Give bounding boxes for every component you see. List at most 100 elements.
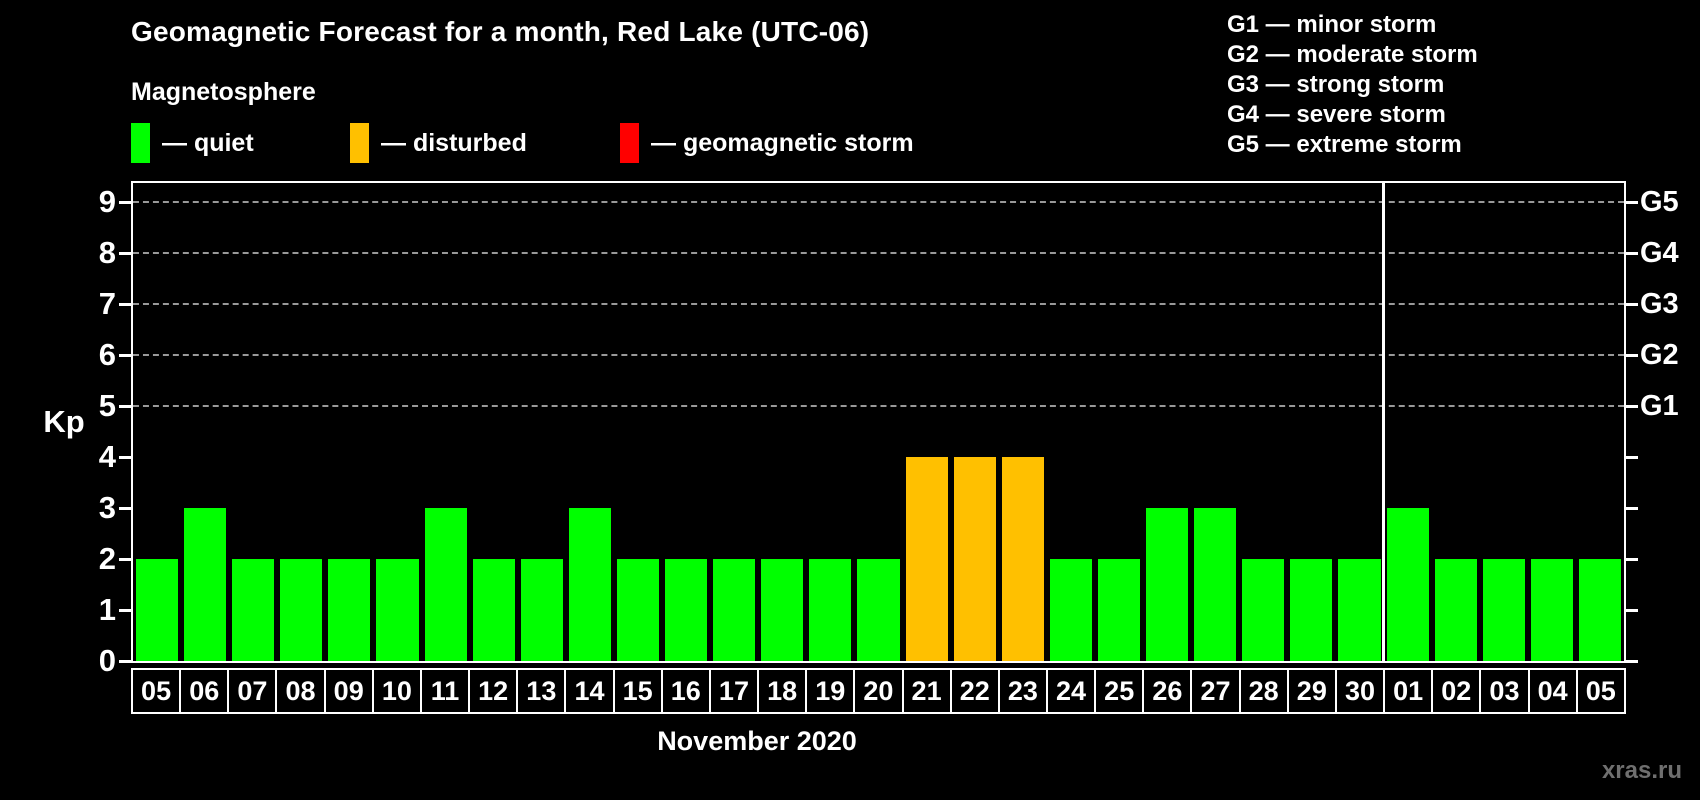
day-label: 06 — [179, 668, 230, 714]
day-label: 19 — [805, 668, 856, 714]
kp-bar-day-27 — [1194, 508, 1237, 661]
storm-swatch — [620, 123, 639, 163]
day-label: 05 — [1575, 668, 1626, 714]
kp-bar-day-20 — [857, 559, 900, 661]
y-tick-label-1: 1 — [98, 592, 116, 627]
gridline-kp-7 — [133, 303, 1624, 305]
day-label: 18 — [757, 668, 808, 714]
quiet-label: — quiet — [162, 128, 254, 157]
quiet-swatch — [131, 123, 150, 163]
day-label: 09 — [323, 668, 374, 714]
kp-bar-day-22 — [953, 457, 996, 661]
y-tick-label-6: 6 — [98, 337, 116, 372]
kp-bar-day-07 — [232, 559, 275, 661]
y-tick-right — [1626, 404, 1638, 408]
kp-bar-day-05 — [1578, 559, 1621, 661]
legend-item-disturbed: — disturbed — [350, 121, 527, 165]
kp-bar-day-12 — [472, 559, 515, 661]
y-tick-label-8: 8 — [98, 235, 116, 270]
kp-bar-day-13 — [520, 559, 563, 661]
kp-bar-day-18 — [761, 559, 804, 661]
kp-bar-day-29 — [1290, 559, 1333, 661]
g-tick-label-G3: G3 — [1640, 288, 1679, 320]
day-label: 23 — [997, 668, 1048, 714]
y-tick-right — [1626, 506, 1638, 510]
y-tick-left — [119, 302, 131, 306]
kp-bar-day-24 — [1049, 559, 1092, 661]
disturbed-label: — disturbed — [381, 128, 527, 157]
gridline-kp-6 — [133, 354, 1624, 356]
y-tick-label-7: 7 — [98, 286, 116, 321]
day-label: 21 — [901, 668, 952, 714]
y-tick-right — [1626, 353, 1638, 357]
day-label: 05 — [131, 668, 182, 714]
day-label: 12 — [468, 668, 519, 714]
day-label: 14 — [564, 668, 615, 714]
y-tick-left — [119, 506, 131, 510]
y-tick-left — [119, 557, 131, 561]
day-label: 13 — [516, 668, 567, 714]
day-label: 28 — [1238, 668, 1289, 714]
x-axis-title: November 2020 — [657, 726, 857, 756]
day-label: 08 — [275, 668, 326, 714]
y-tick-label-0: 0 — [98, 643, 116, 678]
day-label: 03 — [1479, 668, 1530, 714]
kp-bar-day-11 — [424, 508, 467, 661]
kp-bar-day-04 — [1530, 559, 1573, 661]
gridline-kp-8 — [133, 252, 1624, 254]
day-label: 02 — [1431, 668, 1482, 714]
kp-bar-day-09 — [328, 559, 371, 661]
g-tick-label-G4: G4 — [1640, 237, 1679, 269]
day-label: 22 — [949, 668, 1000, 714]
kp-bar-day-28 — [1242, 559, 1285, 661]
g-scale-legend: G1 — minor storm G2 — moderate storm G3 — … — [1227, 10, 1478, 160]
gridline-kp-9 — [133, 201, 1624, 203]
xras-watermark: xras.ru — [1601, 757, 1682, 784]
day-label: 07 — [227, 668, 278, 714]
y-tick-left — [119, 455, 131, 459]
disturbed-swatch — [350, 123, 369, 163]
kp-bar-day-19 — [809, 559, 852, 661]
kp-bar-day-15 — [616, 559, 660, 661]
day-label: 20 — [853, 668, 904, 714]
g-legend-line: G5 — extreme storm — [1227, 131, 1462, 158]
y-tick-left — [119, 251, 131, 255]
day-label: 24 — [1045, 668, 1097, 714]
chart-title: Geomagnetic Forecast for a month, Red La… — [131, 16, 870, 47]
kp-bar-day-01 — [1386, 508, 1429, 661]
day-label: 11 — [419, 668, 471, 714]
g-tick-label-G2: G2 — [1640, 339, 1679, 371]
kp-bar-day-06 — [184, 508, 227, 661]
y-tick-label-2: 2 — [98, 541, 116, 576]
y-tick-right — [1626, 608, 1638, 612]
kp-bar-day-23 — [1001, 457, 1044, 661]
y-tick-right — [1626, 302, 1638, 306]
storm-label: — geomagnetic storm — [651, 128, 914, 157]
y-tick-label-5: 5 — [98, 388, 116, 423]
g-tick-label-G1: G1 — [1640, 390, 1679, 422]
y-tick-label-3: 3 — [98, 490, 116, 525]
kp-bar-day-17 — [713, 559, 756, 661]
y-tick-label-9: 9 — [98, 184, 116, 219]
y-tick-left — [119, 353, 131, 357]
day-label: 04 — [1527, 668, 1578, 714]
y-tick-right — [1626, 557, 1638, 561]
plot-area — [131, 181, 1626, 663]
day-label: 29 — [1286, 668, 1337, 714]
day-label: 27 — [1190, 668, 1241, 714]
y-tick-left — [119, 608, 131, 612]
legend-item-storm: — geomagnetic storm — [620, 121, 914, 165]
y-tick-left — [119, 404, 131, 408]
kp-bar-day-02 — [1434, 559, 1477, 661]
g-tick-label-G5: G5 — [1640, 186, 1679, 218]
y-tick-label-4: 4 — [98, 439, 116, 474]
legend-item-quiet: — quiet — [131, 121, 254, 165]
day-label: 16 — [660, 668, 711, 714]
kp-bar-day-14 — [568, 508, 611, 661]
kp-bar-day-10 — [376, 559, 419, 661]
y-axis-title: Kp — [43, 404, 85, 439]
day-label: 01 — [1383, 668, 1434, 714]
day-label: 30 — [1334, 668, 1386, 714]
kp-bar-day-25 — [1097, 559, 1141, 661]
gridline-kp-5 — [133, 405, 1624, 407]
